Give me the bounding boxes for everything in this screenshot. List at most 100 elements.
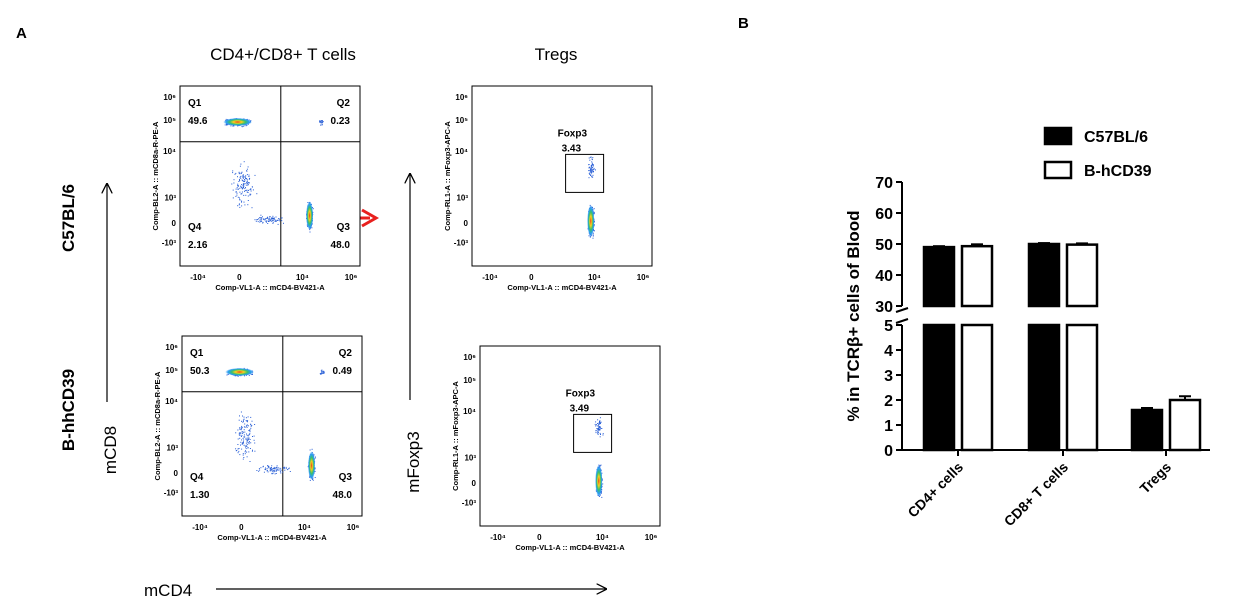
event-dot <box>248 443 250 445</box>
event-dot <box>243 444 245 446</box>
event-dot <box>251 450 253 452</box>
event-dot <box>288 467 290 469</box>
y-tick-label: 10⁴ <box>455 147 468 156</box>
event-dot <box>319 121 321 123</box>
event-dot <box>273 469 275 471</box>
event-dot <box>272 468 274 470</box>
event-dot <box>592 174 594 176</box>
y-tick-label: 0 <box>472 479 477 488</box>
event-dot <box>275 220 277 222</box>
event-dot <box>243 184 244 186</box>
axis-arrow-label-mfoxp3: mFoxp3 <box>404 431 423 492</box>
y-tick-label: -10³ <box>454 239 469 248</box>
event-dot <box>243 457 245 458</box>
event-dot <box>592 169 594 171</box>
event-dot <box>269 220 271 222</box>
density-core <box>306 201 314 231</box>
event-dot <box>241 184 243 185</box>
event-dot <box>250 442 252 444</box>
x-tick-label: 10⁶ <box>645 533 658 542</box>
event-dot <box>235 448 237 450</box>
quadrant-name: Q2 <box>339 348 353 359</box>
event-dot <box>599 417 601 419</box>
event-dot <box>248 189 249 191</box>
event-dot <box>245 420 247 422</box>
event-dot <box>267 466 269 468</box>
event-dot <box>248 442 250 444</box>
event-dot <box>251 425 253 426</box>
event-dot <box>242 175 244 177</box>
event-dot <box>260 217 262 219</box>
event-dot <box>320 373 322 375</box>
event-dot <box>243 201 245 203</box>
event-dot <box>598 429 600 430</box>
quadrant-percent: 1.30 <box>190 490 210 501</box>
event-dot <box>272 470 274 472</box>
event-dot <box>249 431 251 433</box>
panel-label-a: A <box>16 25 27 42</box>
event-dot <box>246 181 248 183</box>
event-dot <box>321 371 323 373</box>
event-dot <box>597 428 599 430</box>
event-dot <box>276 469 278 471</box>
event-dot <box>256 193 258 195</box>
legend-label: C57BL/6 <box>1084 129 1148 146</box>
event-dot <box>241 191 243 193</box>
event-dot <box>597 430 599 432</box>
event-dot <box>320 122 322 124</box>
event-dot <box>243 418 245 420</box>
quadrant-percent: 48.0 <box>333 490 353 501</box>
event-dot <box>248 433 250 435</box>
event-dot <box>242 432 243 434</box>
event-dot <box>280 472 282 474</box>
event-dot <box>246 456 248 458</box>
event-dot <box>243 161 245 163</box>
event-dot <box>268 467 270 469</box>
y-axis-title: Comp-RL1-A :: mFoxp3-APC-A <box>451 381 460 491</box>
event-dot <box>600 422 601 424</box>
event-dot <box>257 219 259 221</box>
event-dot <box>244 190 246 191</box>
event-dot <box>239 415 240 417</box>
event-dot <box>262 221 264 223</box>
event-dot <box>270 468 272 470</box>
event-dot <box>237 438 239 440</box>
axis-break-mark <box>895 307 909 313</box>
event-dot <box>244 451 246 453</box>
event-dot <box>241 179 243 181</box>
event-dot <box>596 425 598 427</box>
event-dot <box>237 448 239 450</box>
event-dot <box>249 448 251 449</box>
event-dot <box>242 458 244 460</box>
event-dot <box>265 469 267 471</box>
event-dot <box>592 176 594 178</box>
event-dot <box>272 217 273 219</box>
event-dot <box>237 189 239 190</box>
event-dot <box>277 223 279 225</box>
event-dot <box>232 189 234 191</box>
event-dot <box>600 464 602 466</box>
event-dot <box>239 173 241 175</box>
event-dot <box>235 195 237 197</box>
event-dot <box>595 432 597 434</box>
event-dot <box>246 437 248 439</box>
x-tick-label: 10⁴ <box>596 533 609 542</box>
event-dot <box>238 448 240 449</box>
event-dot <box>588 172 590 174</box>
event-dot <box>246 433 247 435</box>
event-dot <box>248 182 250 184</box>
event-dot <box>250 188 252 190</box>
event-dot <box>247 416 249 418</box>
event-dot <box>263 218 265 220</box>
event-dot <box>241 125 243 127</box>
event-dot <box>591 176 593 178</box>
event-dot <box>269 218 271 220</box>
event-dot <box>251 207 253 209</box>
event-dot <box>248 438 250 440</box>
event-dot <box>284 469 286 471</box>
event-dot <box>251 186 253 188</box>
event-dot <box>312 479 314 481</box>
event-dot <box>591 165 593 167</box>
event-dot <box>240 177 242 179</box>
event-dot <box>277 467 279 469</box>
